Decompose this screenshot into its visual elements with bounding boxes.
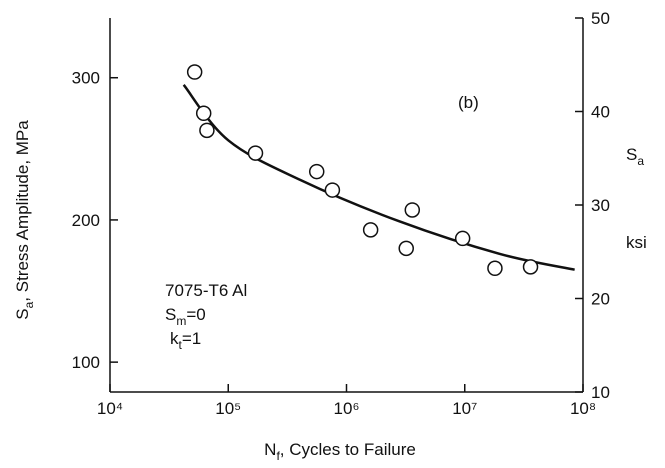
annotation: Sm=0	[165, 305, 206, 328]
y2-axis-label: Sa	[626, 145, 644, 168]
data-point	[199, 122, 215, 139]
y2-tick-label: 10	[591, 383, 610, 402]
data-point	[487, 260, 503, 277]
x-tick-label: 10⁵	[215, 399, 241, 418]
y-axis-label: Sa, Stress Amplitude, MPa	[13, 120, 36, 320]
y-tick-label: 300	[72, 69, 100, 88]
x-axis-label: Nf, Cycles to Failure	[264, 440, 416, 463]
data-point	[362, 222, 379, 238]
data-point	[186, 64, 203, 80]
x-tick-label: 10⁶	[334, 399, 360, 418]
y-tick-label: 200	[72, 211, 100, 230]
data-point	[324, 182, 341, 198]
data-point	[308, 163, 325, 180]
x-tick-label: 10⁸	[570, 399, 596, 418]
x-tick-label: 10⁴	[97, 399, 123, 418]
y2-tick-label: 30	[591, 196, 610, 215]
data-point	[522, 259, 539, 275]
data-point	[247, 145, 264, 161]
annotation: (b)	[458, 93, 479, 112]
data-point	[398, 240, 414, 257]
annotation: 7075-T6 Al	[165, 281, 247, 300]
x-tick-label: 10⁷	[452, 399, 477, 418]
y2-tick-label: 40	[591, 103, 610, 122]
data-point	[404, 202, 421, 218]
fit-curve	[182, 84, 575, 271]
y2-tick-label: 20	[591, 290, 610, 309]
annotation: kt=1	[170, 329, 201, 352]
y-tick-label: 100	[72, 353, 100, 372]
y2-axis-unit: ksi	[626, 233, 647, 252]
y2-tick-label: 50	[591, 9, 610, 28]
data-point	[454, 230, 471, 247]
data-point	[195, 105, 212, 122]
